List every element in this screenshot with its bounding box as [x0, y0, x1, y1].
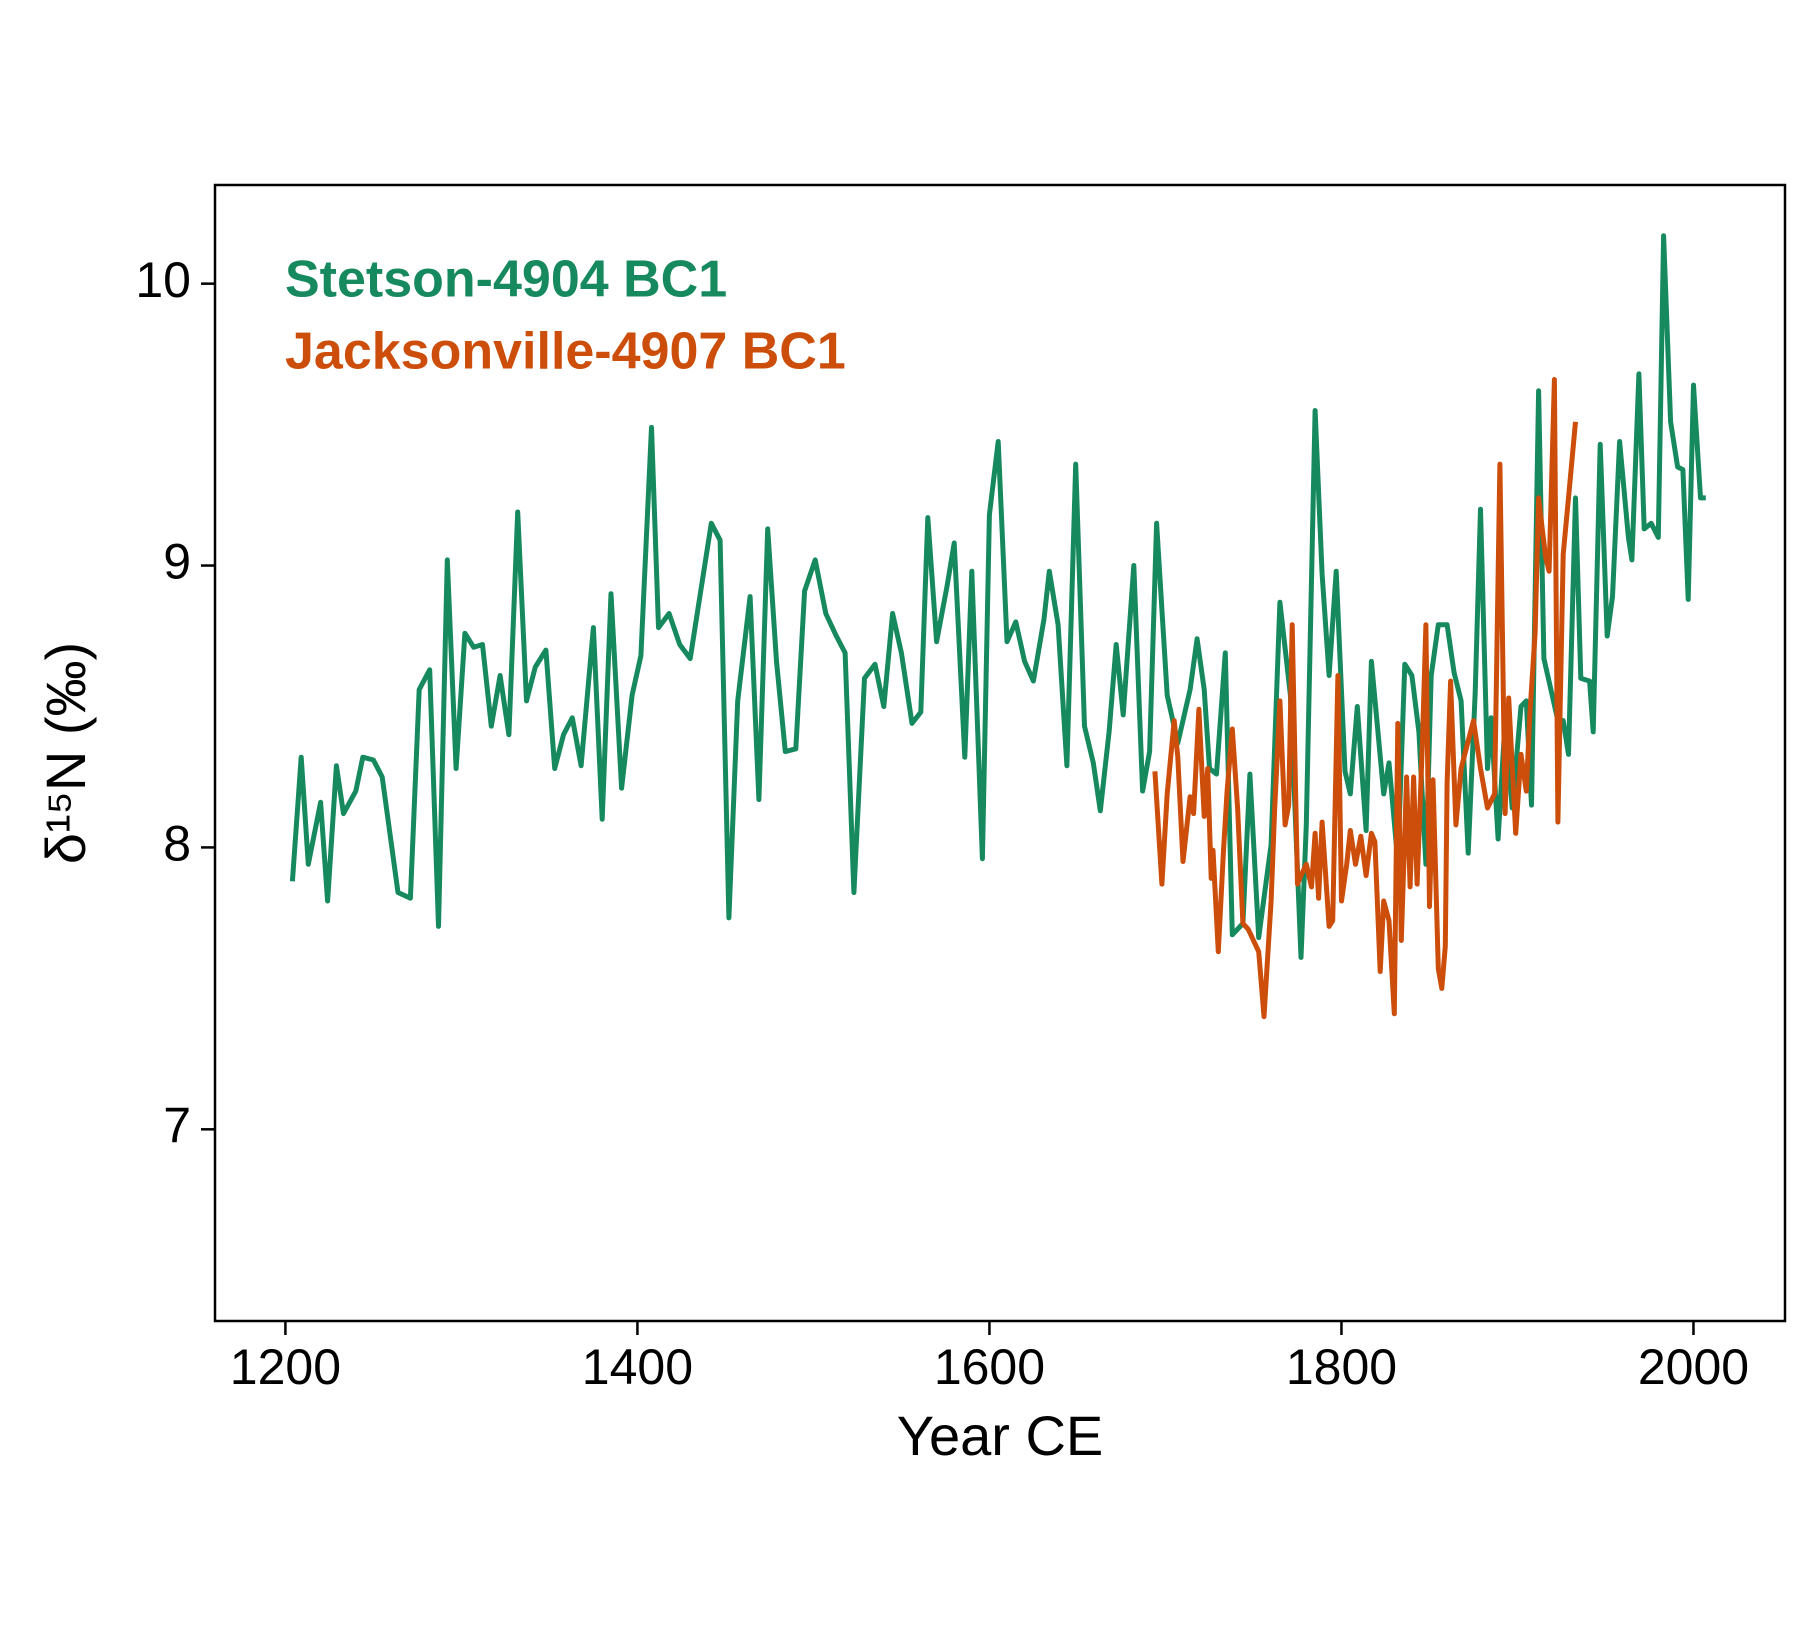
data-line: [289, 233, 1706, 960]
x-tick-label: 1800: [1286, 1339, 1397, 1395]
y-tick-label: 9: [163, 534, 191, 590]
x-tick-label: 1600: [934, 1339, 1045, 1395]
legend-label: Stetson-4904 BC1: [285, 251, 727, 309]
x-tick-label: 1400: [582, 1339, 693, 1395]
y-tick-label: 10: [135, 252, 191, 308]
x-tick-label: 1200: [230, 1339, 341, 1395]
y-tick-label: 7: [163, 1098, 191, 1154]
y-tick-label: 8: [163, 816, 191, 872]
y-axis-label: δ¹⁵N (‰): [34, 642, 97, 864]
data-line: [1152, 377, 1578, 1020]
x-axis-label: Year CE: [897, 1404, 1104, 1467]
legend-label: Jacksonville-4907 BC1: [285, 323, 846, 381]
x-tick-label: 2000: [1638, 1339, 1749, 1395]
plot-frame: [213, 183, 1787, 1323]
